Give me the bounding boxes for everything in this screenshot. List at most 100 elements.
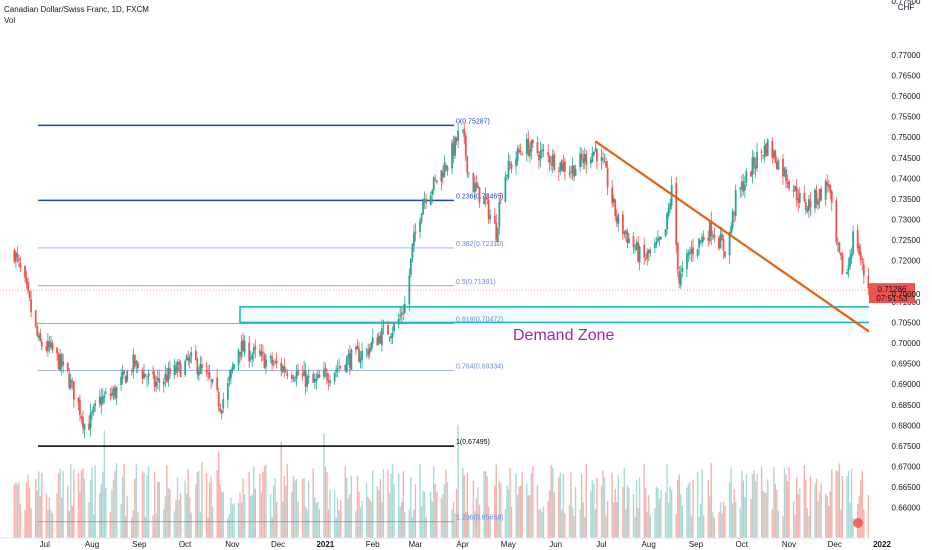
candle-body [814,189,816,209]
volume-label[interactable]: Vol [4,16,16,25]
candle-body [830,191,833,203]
candle-body [461,129,464,131]
volume-bar [571,506,574,538]
candle-body [592,151,595,155]
candle-body [815,190,818,204]
price-tick: 0.75500 [892,113,921,122]
volume-bar [89,479,92,538]
candle-body [295,371,298,380]
candle-body [249,357,252,360]
candle-body [156,378,159,381]
demand-zone-box[interactable] [239,306,881,324]
price-tick-partial: 0.70000 [892,290,921,299]
volume-bar [218,451,220,538]
volume-bar [605,515,607,538]
volume-bar [94,465,96,538]
candle-body [220,409,223,414]
candle-body [579,153,582,168]
volume-bar [831,468,833,538]
volume-bar [176,477,179,538]
volume-bar [699,503,702,538]
fibonacci-retracement[interactable]: 0(0.75287)0.236(0.73465)0.382(0.72310)0.… [38,118,503,523]
candle-body [350,349,353,370]
volume-bar [169,489,171,538]
volume-bar [733,489,735,538]
descending-trendline[interactable] [594,140,898,352]
candle-body [144,373,147,377]
candle-body [702,236,705,241]
candle-body [162,381,165,385]
alert-icon[interactable] [853,518,863,528]
candle-body [785,169,787,181]
candle-body [284,370,287,373]
volume-bar [282,501,284,538]
candle-body [493,215,496,224]
price-tick-clipped: 0.77500 [892,0,921,6]
volume-bar [100,484,102,538]
price-tick: 0.69000 [892,380,921,389]
candle-body [88,423,90,430]
volume-bar [155,513,157,538]
candle-body [798,192,801,203]
volume-bar [173,511,176,538]
volume-bar [718,512,720,538]
volume-bar [550,465,552,538]
candle-body [861,261,864,264]
volume-bar [786,480,789,538]
volume-bar [442,494,444,538]
volume-bar [867,494,870,538]
candle-body [685,253,688,270]
volume-bar [103,430,106,538]
time-axis[interactable]: Jul Aug Sep Oct Nov Dec 2021 Feb Mar Apr May Jun Jul… [0,537,932,550]
demand-zone-rect[interactable] [239,306,881,324]
volume-bar [15,482,17,538]
candle-body [292,377,295,380]
volume-bar [358,491,360,538]
volume-bar [425,516,427,538]
volume-bar [626,485,629,538]
candle-body [551,155,554,166]
volume-bar [675,513,677,538]
candle-body [248,342,251,362]
candle-body [231,367,234,371]
volume-bar [689,481,691,538]
candle-body [740,182,743,189]
candle-body [47,341,49,351]
candle-body [826,182,829,186]
volume-bar [643,464,645,538]
volume-bar [817,500,819,538]
volume-bar [137,511,139,538]
candle-body [40,341,43,347]
volume-bar [349,494,351,538]
candle-body [425,199,428,204]
volume-bar [367,496,369,538]
candle-body [408,275,411,305]
candle-body [57,353,60,369]
candle-body [452,141,455,157]
candle-body [840,252,842,256]
time-tick: Dec [828,540,842,549]
candle-body [722,239,725,251]
volume-bar [808,516,810,538]
volume-bar [814,483,816,538]
candle-body [568,173,571,175]
candle-body [626,232,629,244]
candle-body [196,359,199,375]
candle-body [303,369,306,377]
volume-bar [27,474,29,538]
time-tick: Jul [40,540,50,549]
candle-body [66,362,69,372]
candle-body [678,271,681,284]
volume-bar [742,480,745,538]
candle-body [135,360,138,365]
current-price-tag[interactable] [869,283,915,304]
volume-bar [625,509,627,538]
volume-bar [687,484,690,538]
symbol-title[interactable]: Canadian Dollar/Swiss Franc, 1D, FXCM [4,5,149,14]
candle-body [158,378,161,383]
volume-bar [62,470,64,538]
trendline[interactable] [594,140,898,352]
volume-bar [847,470,850,538]
